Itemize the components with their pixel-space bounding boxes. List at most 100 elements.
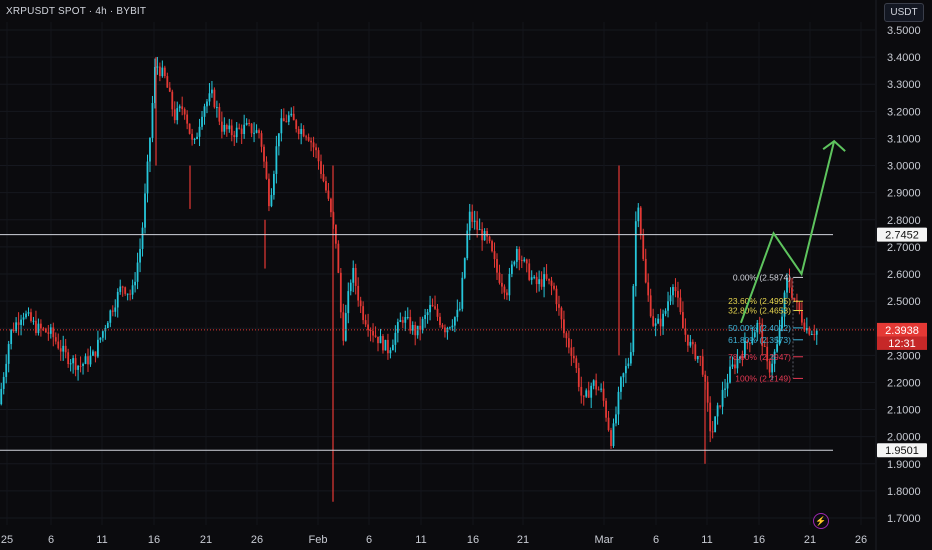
- candle-body: [783, 292, 786, 317]
- candle-body: [518, 248, 521, 261]
- candle-body: [649, 295, 652, 317]
- candle-body: [545, 274, 548, 279]
- date-tick-label: 11: [96, 534, 107, 546]
- candle-body: [273, 173, 275, 195]
- price-tick-label: 2.9000: [887, 188, 921, 200]
- candle-body: [434, 306, 436, 309]
- candle-body: [798, 302, 801, 312]
- candle-body: [354, 267, 357, 286]
- candle-body: [282, 118, 285, 122]
- candle-body: [230, 125, 233, 136]
- candle-body: [550, 280, 553, 286]
- candle-body: [426, 312, 429, 315]
- candle-body: [580, 386, 583, 396]
- candle-body: [739, 356, 741, 359]
- candle-body: [399, 320, 402, 322]
- candle-body: [746, 341, 749, 343]
- candle-body: [453, 317, 456, 326]
- candle-body: [292, 113, 295, 121]
- projection-arrowhead: [822, 139, 846, 152]
- date-tick-label: 11: [701, 534, 712, 546]
- candle-body: [79, 365, 82, 367]
- candle-body: [218, 107, 221, 122]
- candle-body: [439, 316, 441, 325]
- candle-body: [503, 286, 506, 293]
- candle-body: [686, 334, 689, 346]
- candle-body: [473, 220, 476, 222]
- symbol-title: XRPUSDT SPOT · 4h · BYBIT: [6, 6, 147, 17]
- price-tick-label: 3.0000: [887, 161, 921, 173]
- price-tick-label: 3.4000: [887, 52, 921, 64]
- date-tick-label: 26: [855, 534, 867, 546]
- candle-body: [77, 365, 79, 370]
- candle-body: [84, 356, 87, 364]
- candle-body: [359, 300, 362, 307]
- candle-body: [753, 332, 756, 338]
- candle-body: [803, 322, 806, 331]
- candle-body: [691, 341, 694, 345]
- candle-body: [471, 211, 474, 222]
- lightning-icon[interactable]: ⚡: [813, 513, 829, 529]
- candle-body: [349, 282, 352, 292]
- date-tick-label: Feb: [309, 534, 328, 546]
- candle-body: [582, 395, 585, 397]
- candle-body: [215, 107, 218, 109]
- candle-body: [682, 312, 684, 329]
- candle-body: [106, 322, 109, 329]
- candle-body: [198, 126, 201, 137]
- candle-body: [176, 108, 179, 121]
- candle-body: [22, 317, 25, 320]
- candle-body: [307, 137, 310, 141]
- candle-body: [89, 355, 92, 365]
- candle-body: [163, 67, 166, 77]
- candle-body: [662, 313, 664, 327]
- candle-body: [748, 342, 751, 344]
- candle-body: [367, 324, 369, 330]
- candle-body: [421, 318, 424, 330]
- candle-body: [560, 307, 563, 320]
- candle-body: [461, 277, 464, 309]
- candle-body: [238, 127, 241, 129]
- candle-body: [758, 322, 761, 324]
- candle-body: [188, 123, 191, 134]
- candle-body: [726, 382, 729, 389]
- candle-body: [389, 350, 392, 354]
- candle-body: [32, 320, 35, 322]
- candle-body: [401, 320, 404, 323]
- candle-body: [235, 127, 238, 138]
- candle-body: [49, 327, 52, 334]
- candle-body: [577, 368, 580, 387]
- candle-body: [709, 402, 712, 432]
- candle-body: [334, 224, 337, 244]
- candle-body: [607, 417, 610, 431]
- candle-body: [773, 351, 776, 364]
- candle-body: [186, 114, 189, 124]
- candle-body: [632, 286, 635, 353]
- fib-level-label: 23.60% (2.4995): [728, 296, 791, 306]
- candle-body: [248, 123, 251, 125]
- price-tick-label: 2.1000: [887, 405, 921, 417]
- candle-body: [540, 279, 543, 287]
- candle-body: [40, 323, 42, 329]
- candle-body: [255, 130, 258, 133]
- candle-body: [416, 325, 419, 336]
- price-tick-label: 1.7000: [887, 513, 921, 525]
- candle-body: [468, 211, 471, 231]
- candle-body: [285, 121, 288, 123]
- candle-body: [510, 264, 513, 274]
- candle-body: [424, 314, 427, 319]
- candle-body: [158, 66, 161, 77]
- candle-body: [201, 116, 203, 127]
- candle-body: [595, 380, 598, 390]
- candle-body: [805, 328, 808, 331]
- candle-body: [183, 109, 186, 115]
- candle-body: [714, 416, 717, 433]
- candle-body: [62, 345, 65, 352]
- candle-body: [337, 243, 340, 273]
- candle-body: [496, 259, 498, 273]
- candle-body: [126, 293, 129, 295]
- candle-body: [161, 67, 164, 77]
- currency-button[interactable]: USDT: [884, 3, 924, 22]
- candle-body: [220, 121, 223, 132]
